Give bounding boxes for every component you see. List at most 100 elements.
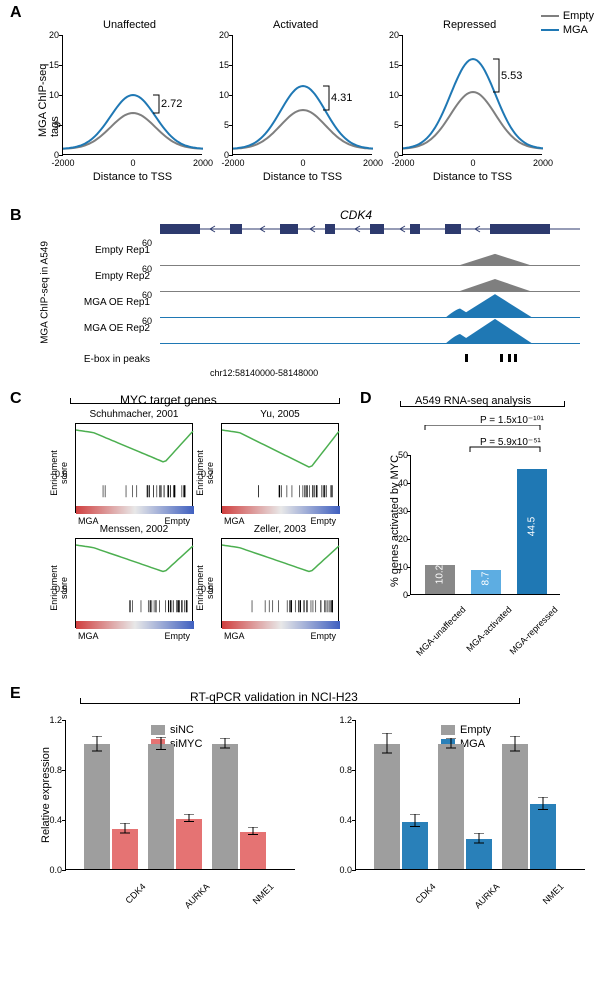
legend-label: siMYC xyxy=(170,738,202,750)
ytick: 10 xyxy=(213,90,229,100)
gsea-xright: Empty xyxy=(310,631,336,641)
diff-value: 4.31 xyxy=(331,92,352,104)
ytick: 20 xyxy=(213,30,229,40)
gsea-ytick: -0.5 xyxy=(198,584,214,594)
gsea-title: Menssen, 2002 xyxy=(75,524,193,535)
gsea-title: Zeller, 2003 xyxy=(221,524,339,535)
panel-c: MYC target genes Schuhmacher, 2001 Enrich… xyxy=(40,395,350,655)
track-peak-svg xyxy=(160,292,580,318)
gsea-title: Yu, 2005 xyxy=(221,409,339,420)
error-bar xyxy=(374,733,400,755)
panel-c-header: MYC target genes xyxy=(120,393,217,407)
panel-d-ytick: 0 xyxy=(394,590,408,600)
track-label: MGA OE Rep2 xyxy=(30,323,150,334)
panel-a-chart-1: Activated05101520-200002000Distance to T… xyxy=(232,35,372,155)
xtick: 0 xyxy=(115,158,151,168)
track-label: Empty Rep1 xyxy=(30,245,150,256)
gene-label: AURKA xyxy=(452,881,501,930)
panel-d-cat: MGA-unaffected xyxy=(390,604,468,682)
gsea-svg xyxy=(76,424,194,514)
error-bar xyxy=(176,814,202,824)
gsea-xleft: MGA xyxy=(78,631,99,641)
diff-value: 2.72 xyxy=(161,98,182,110)
panel-d-label: D xyxy=(360,390,372,408)
track-row: 60 xyxy=(160,266,580,292)
pvalue-brackets xyxy=(420,425,550,457)
track-row: 60 xyxy=(160,318,580,344)
legend-mga: MGA xyxy=(541,24,594,36)
error-bar xyxy=(466,833,492,845)
track-label: MGA OE Rep1 xyxy=(30,297,150,308)
xlabel: Distance to TSS xyxy=(233,171,372,183)
bar xyxy=(112,829,138,869)
panel-d-ytick: 20 xyxy=(394,534,408,544)
xlabel: Distance to TSS xyxy=(63,171,202,183)
gsea-ytick: -0.7 xyxy=(198,469,214,479)
panel-a-chart-2: Repressed05101520-200002000Distance to T… xyxy=(402,35,542,155)
gene-label: CDK4 xyxy=(388,881,437,930)
panel-e-ylabel: Relative expression xyxy=(40,735,52,855)
legend-empty: Empty xyxy=(541,10,594,22)
ytick: 5 xyxy=(213,120,229,130)
panel-e-chart-1: 0.00.40.81.2EmptyMGACDK4AURKANME1 xyxy=(355,720,585,870)
panel-e-title: RT-qPCR validation in NCI-H23 xyxy=(190,690,358,704)
track-scale: 60 xyxy=(142,264,152,274)
panel-b-label: B xyxy=(10,207,22,225)
panel-c-label: C xyxy=(10,390,22,408)
track-peak-svg xyxy=(160,318,580,344)
legend-mga-label: MGA xyxy=(563,24,588,36)
panel-d-axes: 10.28.744.5 xyxy=(410,455,560,595)
track-scale: 60 xyxy=(142,290,152,300)
bar xyxy=(176,819,202,869)
bar xyxy=(84,744,110,869)
xtick: 0 xyxy=(285,158,321,168)
gsea-title: Schuhmacher, 2001 xyxy=(75,409,193,420)
panel-d-ytick: 50 xyxy=(394,450,408,460)
gsea-plot: Enrichment score-0.7MGAEmpty xyxy=(221,423,339,513)
track-row: 60 xyxy=(160,240,580,266)
xtick: -2000 xyxy=(385,158,421,168)
bar xyxy=(530,804,556,869)
gsea-plot: Enrichment score-0.5MGAEmpty xyxy=(221,538,339,628)
ytick: 0.0 xyxy=(42,865,62,875)
bar xyxy=(148,744,174,869)
ytick: 15 xyxy=(43,60,59,70)
bar-value: 8.7 xyxy=(481,566,492,590)
region-label: chr12:58140000-58148000 xyxy=(210,368,318,378)
panel-a-label: A xyxy=(10,4,22,22)
error-bar xyxy=(438,738,464,750)
track-row: 60 xyxy=(160,292,580,318)
xtick: 2000 xyxy=(525,158,561,168)
panel-d: A549 RNA-seq analysis % genes activated … xyxy=(380,395,590,675)
ytick: 20 xyxy=(43,30,59,40)
figure-root: A MGA ChIP-seq tags Unaffected05101520-2… xyxy=(0,0,600,983)
xlabel: Distance to TSS xyxy=(403,171,542,183)
bar xyxy=(374,744,400,869)
bar-value: 10.2 xyxy=(435,562,446,586)
panel-a-legend: Empty MGA xyxy=(541,10,594,38)
ebox-marks xyxy=(160,354,580,364)
xtick: -2000 xyxy=(45,158,81,168)
ytick: 0.4 xyxy=(332,815,352,825)
diff-value: 5.53 xyxy=(501,70,522,82)
chart-title: Activated xyxy=(273,19,318,31)
xtick: 0 xyxy=(455,158,491,168)
panel-d-ytick: 40 xyxy=(394,478,408,488)
error-bar xyxy=(240,827,266,837)
panel-a: MGA ChIP-seq tags Unaffected05101520-200… xyxy=(32,10,592,200)
gsea-svg xyxy=(76,539,194,629)
error-bar xyxy=(84,736,110,753)
chart-title: Unaffected xyxy=(103,19,156,31)
gene-label: AURKA xyxy=(162,881,211,930)
gene-name: CDK4 xyxy=(340,208,372,222)
gsea-xleft: MGA xyxy=(224,631,245,641)
ytick: 1.2 xyxy=(332,715,352,725)
panel-d-ylabel: % genes activated by MYC xyxy=(389,446,401,596)
error-bar xyxy=(502,736,528,753)
panel-a-chart-0: Unaffected05101520-200002000Distance to … xyxy=(62,35,202,155)
chart-title: Repressed xyxy=(443,19,496,31)
error-bar xyxy=(112,823,138,835)
error-bar xyxy=(212,738,238,750)
ytick: 10 xyxy=(43,90,59,100)
ebox-label: E-box in peaks xyxy=(30,354,150,365)
